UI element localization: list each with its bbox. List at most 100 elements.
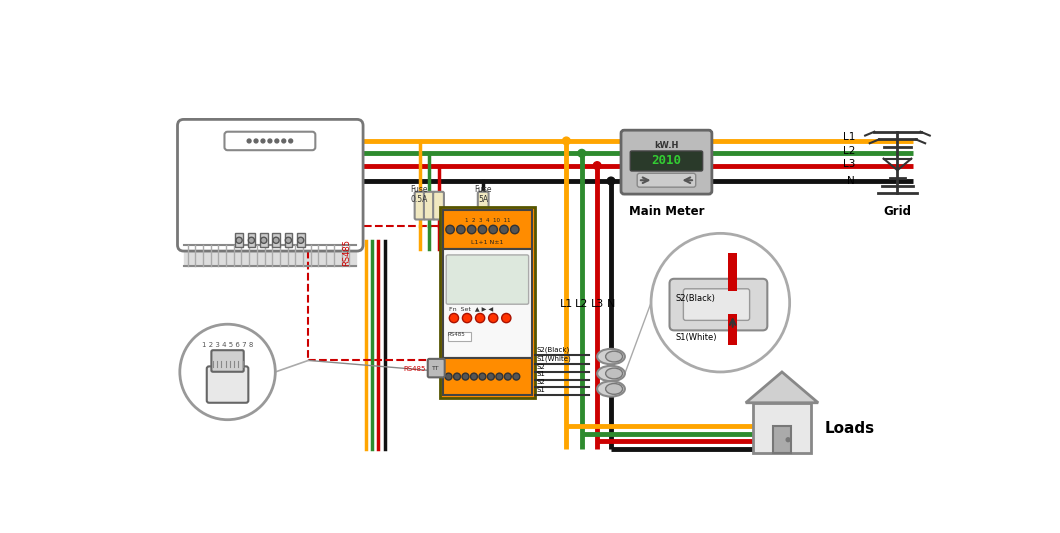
Circle shape (476, 313, 484, 322)
Text: L2: L2 (843, 146, 855, 156)
Bar (235, 233, 243, 247)
Text: Loads: Loads (825, 421, 874, 435)
FancyBboxPatch shape (670, 279, 767, 330)
Circle shape (248, 237, 254, 244)
FancyBboxPatch shape (631, 151, 703, 171)
Circle shape (454, 373, 460, 380)
Circle shape (275, 139, 279, 143)
FancyBboxPatch shape (177, 119, 364, 251)
Circle shape (578, 149, 585, 157)
Bar (728, 314, 738, 345)
Ellipse shape (597, 381, 625, 397)
Bar (440, 207, 535, 398)
Text: S1: S1 (536, 387, 545, 393)
Circle shape (261, 237, 267, 244)
Circle shape (489, 225, 497, 234)
Text: Fn  Set  ▲ ▶ ◀: Fn Set ▲ ▶ ◀ (449, 306, 494, 311)
Text: RS485: RS485 (447, 332, 465, 337)
Circle shape (180, 324, 276, 419)
Text: Fuse
0.5A: Fuse 0.5A (410, 185, 428, 204)
Text: L3: L3 (590, 299, 604, 309)
Text: L1: L1 (560, 299, 573, 309)
Bar (272, 233, 280, 247)
Circle shape (513, 373, 519, 380)
Text: Main Meter: Main Meter (629, 205, 704, 218)
Circle shape (282, 139, 286, 143)
Circle shape (462, 373, 469, 380)
FancyBboxPatch shape (207, 366, 248, 403)
Text: L2: L2 (576, 299, 588, 309)
Bar (728, 253, 738, 291)
Text: Grid: Grid (883, 205, 912, 218)
Text: L1: L1 (843, 132, 855, 142)
Circle shape (651, 233, 790, 372)
Circle shape (261, 139, 265, 143)
Circle shape (273, 237, 279, 244)
Circle shape (787, 438, 790, 442)
Circle shape (501, 313, 511, 322)
Text: RS485: RS485 (404, 366, 426, 372)
Circle shape (499, 225, 508, 234)
Circle shape (268, 139, 271, 143)
Circle shape (478, 225, 487, 234)
Text: TT: TT (431, 366, 439, 372)
Ellipse shape (597, 349, 625, 364)
Ellipse shape (605, 351, 622, 362)
Text: S2: S2 (536, 364, 545, 370)
Text: L1+1 N±1: L1+1 N±1 (472, 240, 503, 245)
Circle shape (445, 373, 452, 380)
Circle shape (462, 313, 472, 322)
Circle shape (488, 373, 494, 380)
Text: S2(Black): S2(Black) (536, 346, 569, 353)
FancyBboxPatch shape (637, 173, 695, 187)
Text: S1: S1 (536, 372, 545, 377)
Ellipse shape (597, 366, 625, 381)
Text: kW.H: kW.H (654, 141, 678, 150)
Circle shape (594, 161, 601, 169)
Polygon shape (746, 372, 818, 403)
FancyBboxPatch shape (211, 350, 244, 372)
Bar (308, 225, 455, 360)
Bar (260, 233, 267, 247)
Bar (248, 233, 255, 247)
Circle shape (254, 139, 258, 143)
Bar (443, 358, 532, 395)
Bar (284, 233, 293, 247)
Text: 1 2 3 4 5 6 7 8: 1 2 3 4 5 6 7 8 (201, 342, 253, 348)
Circle shape (298, 237, 304, 244)
Circle shape (467, 225, 476, 234)
FancyBboxPatch shape (434, 192, 444, 220)
Circle shape (247, 139, 251, 143)
Text: 1  2  3  4  10  11: 1 2 3 4 10 11 (464, 218, 510, 223)
Bar (297, 233, 304, 247)
FancyBboxPatch shape (414, 192, 425, 220)
Text: S1(White): S1(White) (675, 333, 718, 342)
Circle shape (479, 373, 485, 380)
Circle shape (471, 373, 477, 380)
Circle shape (496, 373, 502, 380)
Bar (443, 249, 532, 358)
FancyBboxPatch shape (225, 132, 315, 150)
Circle shape (236, 237, 242, 244)
Text: N: N (606, 299, 615, 309)
Circle shape (505, 373, 511, 380)
Circle shape (489, 313, 498, 322)
FancyBboxPatch shape (446, 255, 529, 304)
Ellipse shape (605, 384, 622, 394)
Bar (443, 210, 532, 249)
Text: S1(White): S1(White) (536, 356, 571, 362)
Bar (447, 332, 471, 341)
FancyBboxPatch shape (684, 289, 749, 320)
Text: 2010: 2010 (652, 155, 682, 167)
Bar (754, 403, 811, 453)
Circle shape (285, 237, 292, 244)
Text: S2(Black): S2(Black) (675, 294, 716, 303)
FancyBboxPatch shape (424, 192, 435, 220)
Circle shape (511, 225, 519, 234)
FancyBboxPatch shape (428, 359, 445, 377)
Circle shape (607, 177, 615, 185)
FancyBboxPatch shape (478, 192, 489, 220)
Text: RS485: RS485 (341, 239, 351, 266)
FancyBboxPatch shape (621, 130, 712, 194)
Text: Fuse
5A: Fuse 5A (475, 185, 492, 204)
